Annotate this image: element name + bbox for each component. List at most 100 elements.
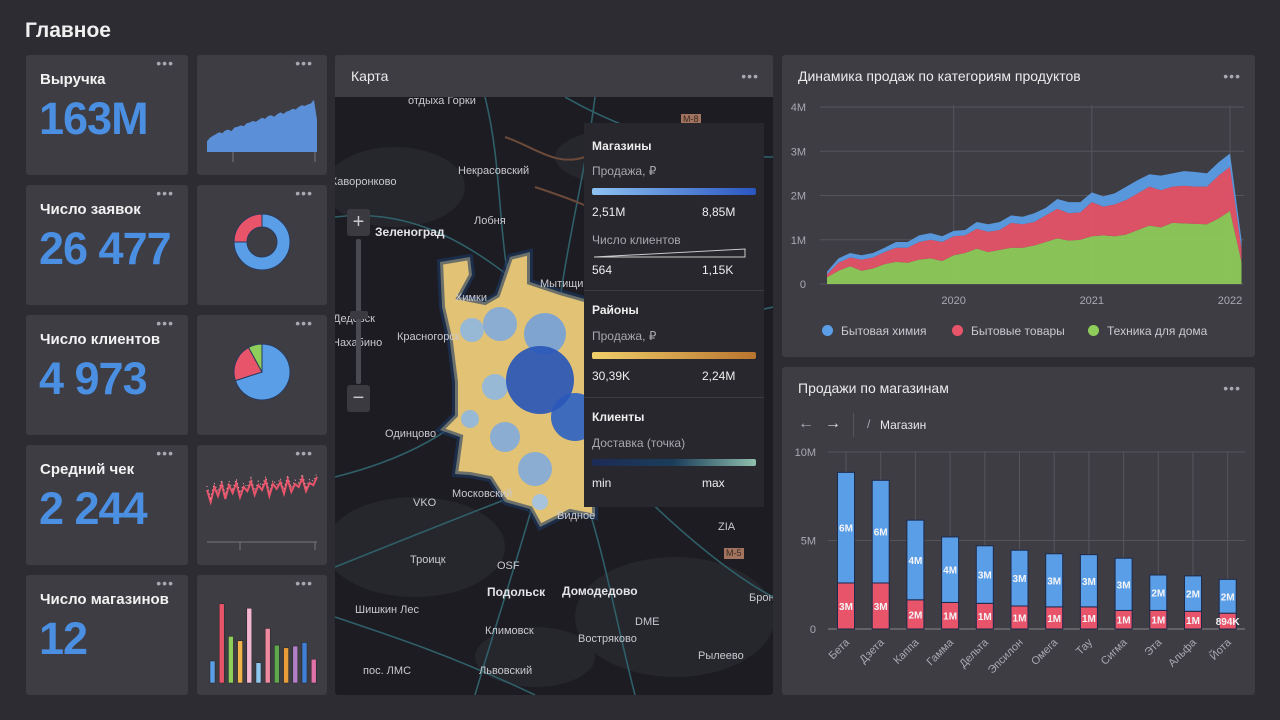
store-circle[interactable] — [524, 313, 566, 355]
zoom-in-button[interactable]: + — [347, 209, 370, 236]
more-dots-icon[interactable]: ••• — [156, 575, 174, 591]
map-place-label: отдыха Горки — [408, 97, 476, 107]
data-label: 1M — [1186, 616, 1200, 627]
map-place-label: Львовский — [479, 665, 533, 677]
more-dots-icon[interactable]: ••• — [156, 315, 174, 331]
area-series[interactable] — [827, 166, 1242, 278]
bar-segment[interactable] — [871, 479, 890, 584]
zoom-out-button[interactable]: − — [347, 385, 370, 412]
kpi-label: Число магазинов — [40, 591, 169, 608]
more-dots-icon[interactable]: ••• — [295, 445, 313, 461]
bar-segment[interactable] — [1045, 553, 1064, 608]
y-tick-label: 10M — [795, 447, 816, 459]
map-place-label: Жаворонково — [335, 176, 397, 188]
back-arrow-icon[interactable]: ← — [798, 415, 814, 432]
breadcrumb[interactable]: Магазин — [880, 418, 927, 432]
more-dots-icon[interactable]: ••• — [1223, 68, 1241, 84]
bar-segment[interactable] — [1010, 549, 1029, 607]
legend-dot — [822, 325, 833, 336]
donut-slice[interactable] — [233, 213, 291, 271]
kpi-value: 4 973 — [39, 353, 148, 404]
mini-bar[interactable] — [218, 603, 225, 684]
mini-chart-stores: ••• — [197, 575, 327, 695]
map-place-label: Шишкин Лес — [355, 604, 419, 616]
more-dots-icon[interactable]: ••• — [295, 315, 313, 331]
mini-bar[interactable] — [264, 628, 271, 684]
forward-arrow-icon[interactable]: → — [825, 415, 841, 432]
legend-value: 30,39K — [592, 369, 631, 383]
area-series[interactable] — [827, 153, 1242, 275]
kpi-orders: Число заявок 26 477 ••• — [26, 185, 188, 305]
mini-chart-clients: ••• — [197, 315, 327, 435]
mini-bar[interactable] — [301, 642, 308, 684]
legend-clients-title: Клиенты — [592, 410, 645, 424]
map-place-label: Химки — [455, 292, 488, 304]
revenue-area-chart — [207, 99, 317, 162]
more-dots-icon[interactable]: ••• — [295, 55, 313, 71]
data-label: 3M — [839, 602, 853, 613]
mini-bar[interactable] — [209, 660, 216, 684]
bar-segment[interactable] — [906, 519, 925, 601]
more-dots-icon[interactable]: ••• — [741, 68, 759, 84]
store-circle[interactable] — [532, 494, 548, 510]
store-circle[interactable] — [490, 422, 520, 452]
zoom-slider-handle[interactable] — [350, 311, 368, 319]
kpi-value: 26 477 — [39, 223, 172, 274]
legend-label: Бытовая химия — [841, 324, 927, 338]
donut-slice[interactable] — [233, 213, 263, 243]
store-circle[interactable] — [518, 452, 552, 486]
more-dots-icon[interactable]: ••• — [295, 185, 313, 201]
kpi-value: 12 — [39, 613, 88, 664]
bar-segment[interactable] — [1149, 574, 1168, 611]
data-label: 4M — [943, 566, 957, 577]
mini-bar[interactable] — [283, 647, 289, 684]
mini-bar[interactable] — [246, 607, 253, 684]
mini-bar[interactable] — [237, 640, 243, 684]
data-label: 6M — [839, 524, 853, 535]
mini-bar[interactable] — [274, 644, 280, 684]
bar-segment[interactable] — [1079, 554, 1098, 608]
legend-item[interactable]: Бытовая химия — [822, 324, 926, 338]
mini-bar[interactable] — [255, 662, 262, 684]
map-place-label: Красногорск — [397, 331, 460, 343]
more-dots-icon[interactable]: ••• — [1223, 380, 1241, 396]
bar-segment[interactable] — [941, 536, 960, 603]
map-canvas[interactable]: отдыха Горки Некрасовский Лобня Зеленоград Х… — [335, 97, 773, 695]
bar-segment[interactable] — [1114, 557, 1133, 611]
sales-by-store-panel: Продажи по магазинам ••• ← → / Магазин 0… — [782, 367, 1255, 695]
avg-check-points — [206, 472, 318, 500]
kpi-value: 163M — [39, 93, 149, 144]
kpi-clients: Число клиентов 4 973 ••• — [26, 315, 188, 435]
area-series[interactable] — [827, 210, 1242, 284]
legend-label: Бытовые товары — [971, 324, 1065, 338]
bar-segment[interactable] — [1184, 575, 1202, 612]
pie-slice[interactable] — [234, 343, 291, 401]
revenue-area — [207, 99, 317, 152]
bar-segment[interactable] — [975, 545, 994, 604]
legend-item[interactable]: Бытовые товары — [952, 324, 1065, 338]
bar-segment[interactable] — [837, 471, 855, 584]
mini-bar[interactable] — [228, 636, 234, 684]
store-circle[interactable] — [483, 307, 517, 341]
map-place-label: Мытищи — [540, 278, 584, 290]
y-tick-label: 4M — [791, 102, 806, 114]
map-panel: Карта ••• — [335, 55, 773, 695]
more-dots-icon[interactable]: ••• — [156, 445, 174, 461]
more-dots-icon[interactable]: ••• — [156, 185, 174, 201]
mini-bar[interactable] — [310, 658, 317, 684]
legend-value: 564 — [592, 263, 613, 277]
legend-item[interactable]: Техника для дома — [1088, 324, 1207, 338]
more-dots-icon[interactable]: ••• — [156, 55, 174, 71]
bar-segment[interactable] — [1218, 578, 1237, 614]
x-tick-label: 2020 — [941, 295, 965, 307]
store-circle[interactable] — [460, 318, 484, 342]
store-circle[interactable] — [506, 346, 574, 414]
more-dots-icon[interactable]: ••• — [295, 575, 313, 591]
store-circle[interactable] — [482, 374, 508, 400]
data-label: 1M — [978, 612, 992, 623]
legend-districts-sales-label: Продажа, ₽ — [592, 329, 657, 343]
pie-slice[interactable] — [247, 343, 263, 373]
store-circle[interactable] — [461, 410, 479, 428]
mini-bar[interactable] — [292, 645, 299, 684]
x-tick-label: Омега — [1029, 636, 1061, 668]
